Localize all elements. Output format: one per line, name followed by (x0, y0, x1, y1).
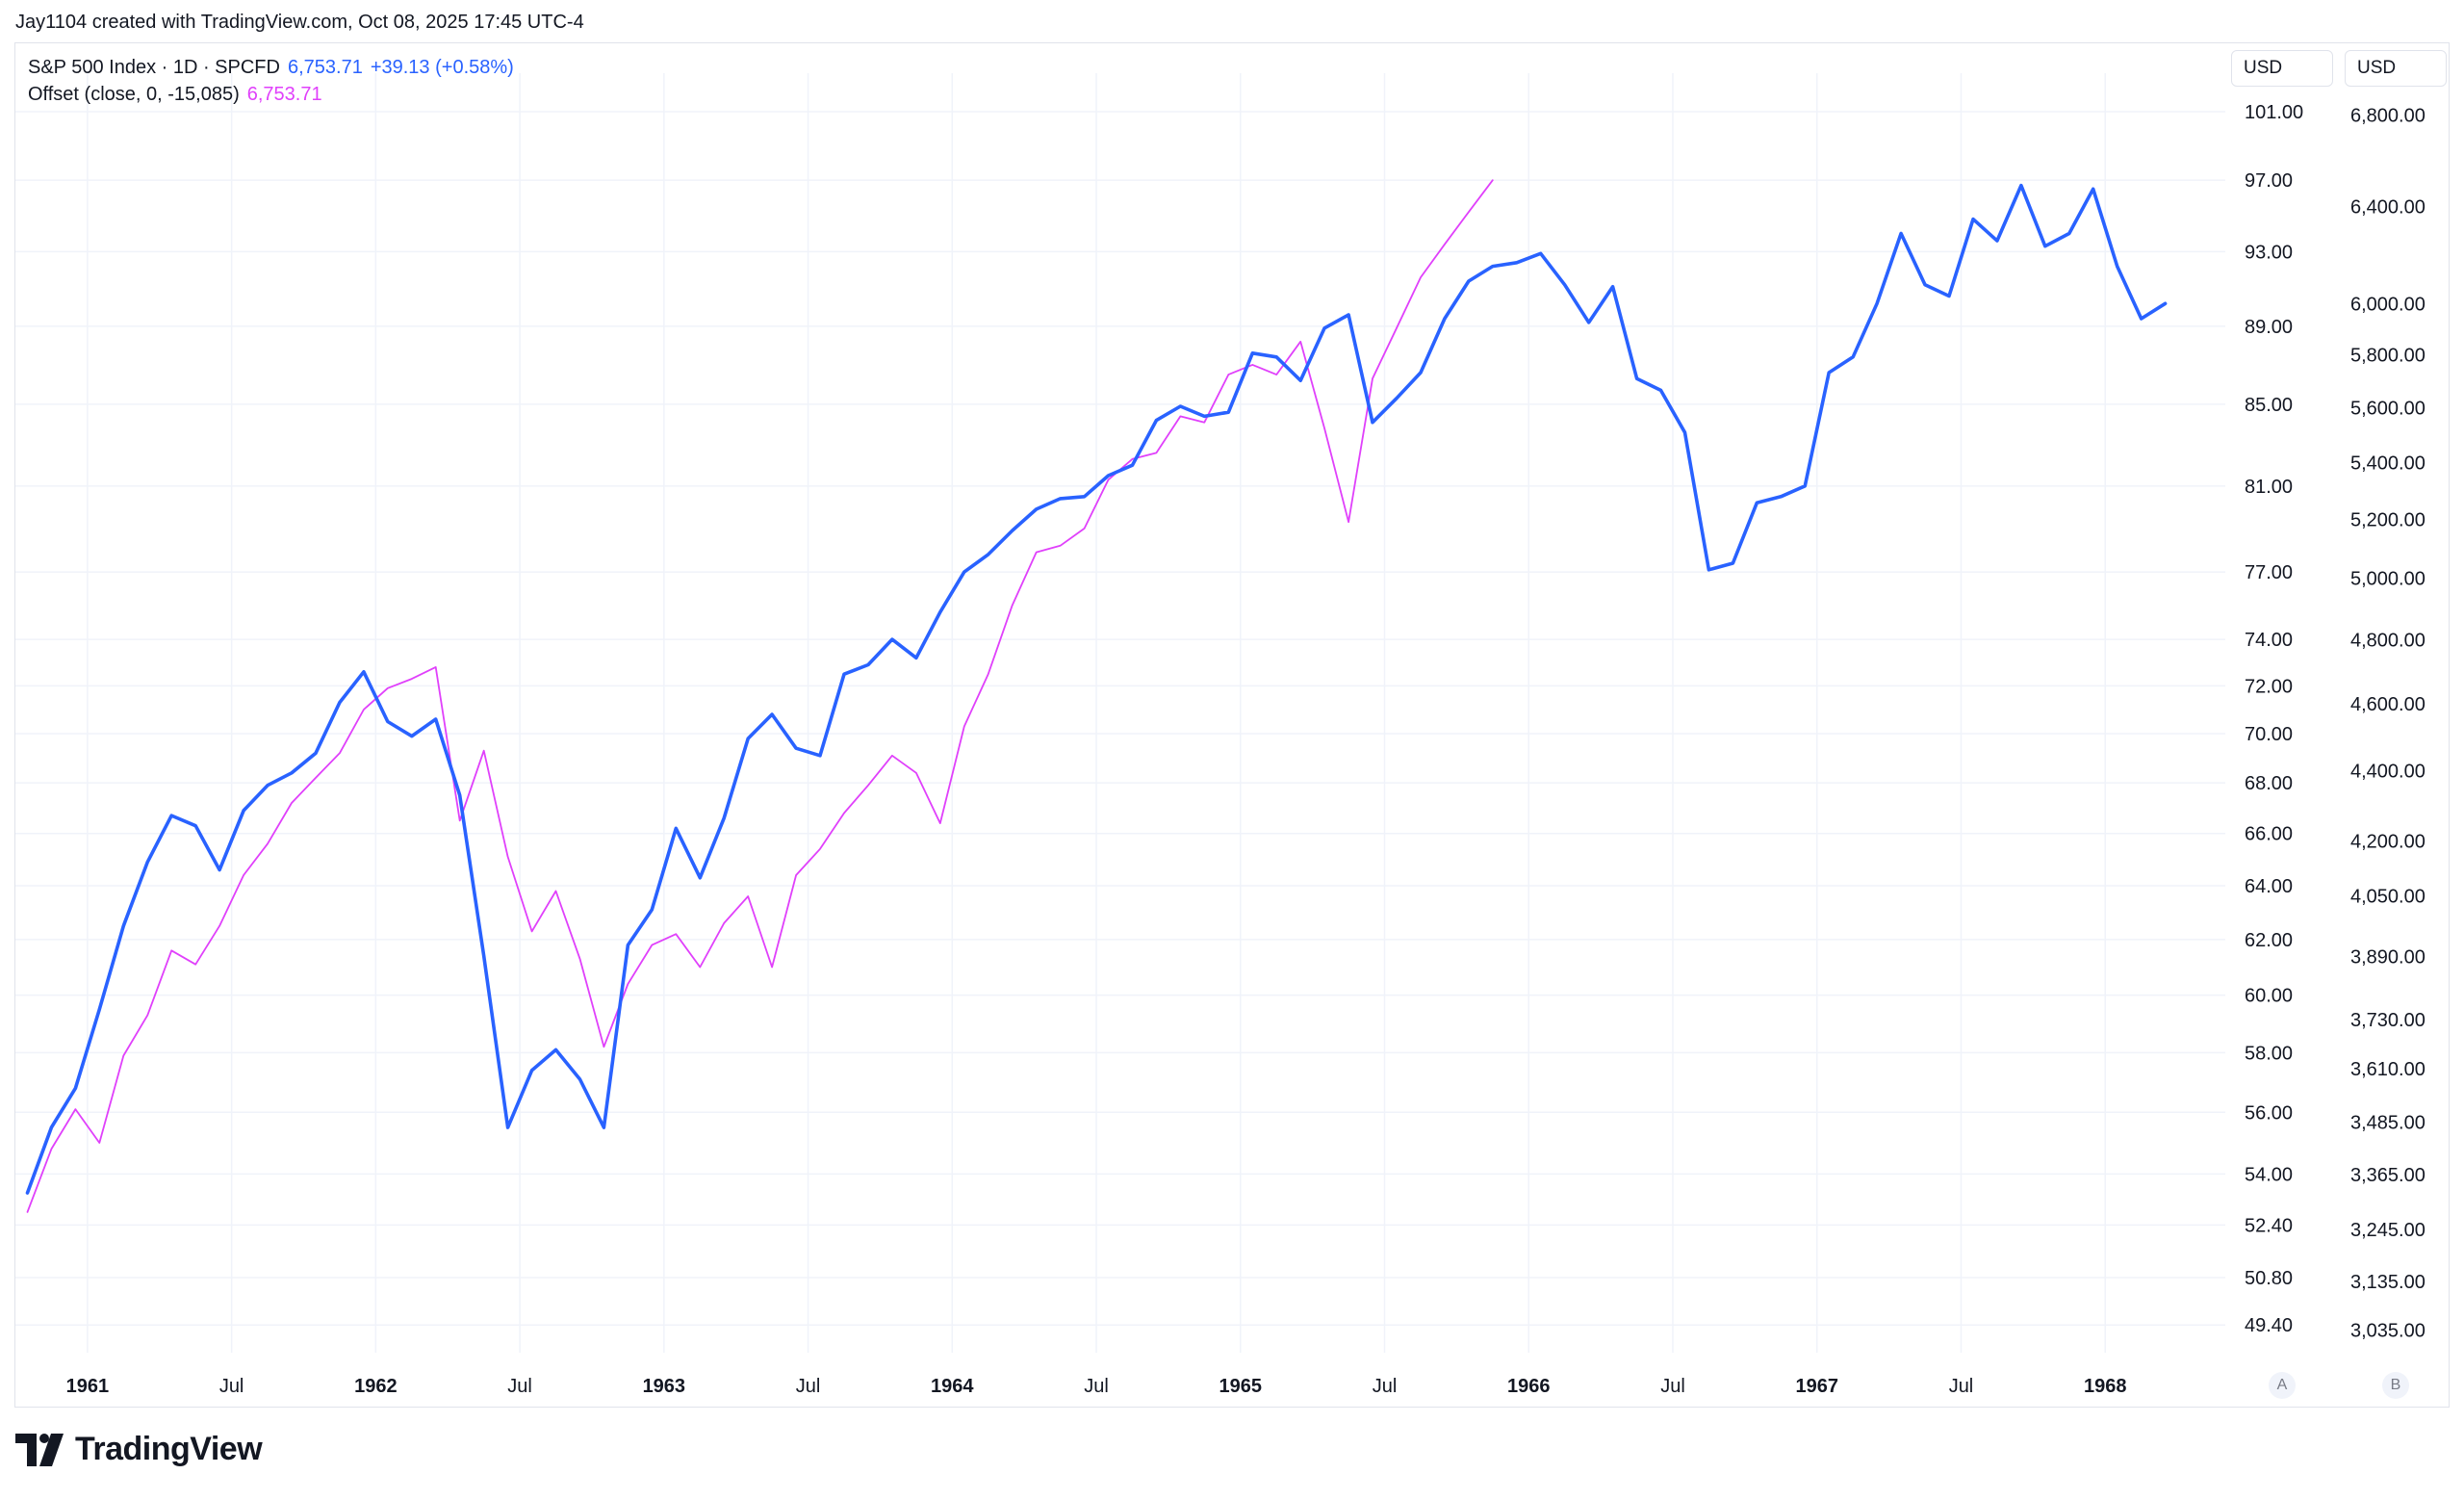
main-series-price: 6,753.71 (287, 57, 363, 78)
right-axis-tick-label: 3,730.00 (2350, 1010, 2426, 1031)
time-axis-tick-label: 1961 (66, 1376, 110, 1397)
chart-frame[interactable] (14, 42, 2450, 1408)
offset-series-line (26, 179, 1494, 1213)
right-axis-tick-label: 4,400.00 (2350, 762, 2426, 783)
right-axis-tick-label: 6,800.00 (2350, 106, 2426, 127)
offset-series-name: Offset (close, 0, -15,085) (28, 84, 240, 105)
left-axis-tick-label: 97.00 (2245, 170, 2293, 192)
left-axis-tick-label: 56.00 (2245, 1102, 2293, 1124)
time-axis-tick-label: 1962 (354, 1376, 398, 1397)
time-axis-tick-label: Jul (1084, 1376, 1109, 1397)
time-axis-tick-label: Jul (1660, 1376, 1685, 1397)
main-series-change: +39.13 (+0.58%) (370, 57, 514, 78)
right-axis-tick-label: 4,600.00 (2350, 694, 2426, 715)
left-axis-tick-label: 70.00 (2245, 724, 2293, 745)
left-axis-tick-label: 89.00 (2245, 317, 2293, 338)
time-axis-tick-label: 1968 (2084, 1376, 2127, 1397)
left-axis-tick-label: 81.00 (2245, 477, 2293, 498)
time-axis-tick-label: 1966 (1507, 1376, 1551, 1397)
time-axis[interactable]: 1961 Jul 1962 Jul 1963 Jul 1964 Jul 1965 Jul 1966 J… (66, 1376, 2127, 1397)
right-axis-tick-label: 6,000.00 (2350, 294, 2426, 315)
left-axis-tick-label: 74.00 (2245, 630, 2293, 651)
time-axis-tick-label: Jul (219, 1376, 244, 1397)
right-axis-tick-label: 3,365.00 (2350, 1165, 2426, 1186)
right-axis-tick-label: 5,800.00 (2350, 345, 2426, 366)
time-axis-tick-label: 1963 (643, 1376, 686, 1397)
right-axis-tick-label: 4,200.00 (2350, 831, 2426, 852)
right-axis-tick-label: 3,245.00 (2350, 1220, 2426, 1241)
left-price-axis[interactable]: 101.00 97.00 93.00 89.00 85.00 81.00 77.00 74.0… (2245, 102, 2303, 1336)
tradingview-wordmark: TradingView (75, 1431, 263, 1467)
right-axis-tick-label: 5,400.00 (2350, 453, 2426, 474)
legend: S&P 500 Index · 1D · SPCFD 6,753.71 +39.13… (28, 54, 514, 108)
left-axis-tick-label: 85.00 (2245, 395, 2293, 416)
created-by-line: Jay1104 created with TradingView.com, Oc… (15, 12, 584, 33)
series-layer (25, 179, 2168, 1213)
grid-lines (15, 73, 2225, 1353)
left-scale-toggle[interactable]: A (2269, 1372, 2296, 1399)
right-axis-tick-label: 4,050.00 (2350, 886, 2426, 907)
left-axis-tick-label: 49.40 (2245, 1315, 2293, 1336)
right-axis-tick-label: 5,600.00 (2350, 398, 2426, 419)
right-scale-toggle[interactable]: B (2382, 1372, 2409, 1399)
tradingview-logo-icon (15, 1433, 69, 1466)
right-currency-button[interactable]: USD (2345, 50, 2447, 87)
right-axis-tick-label: 3,135.00 (2350, 1272, 2426, 1293)
right-axis-tick-label: 5,200.00 (2350, 509, 2426, 530)
time-axis-tick-label: Jul (796, 1376, 821, 1397)
time-axis-tick-label: Jul (1373, 1376, 1398, 1397)
left-axis-tick-label: 68.00 (2245, 773, 2293, 794)
right-price-axis[interactable]: 6,800.00 6,400.00 6,000.00 5,800.00 5,600.00… (2350, 106, 2426, 1342)
right-axis-tick-label: 3,035.00 (2350, 1321, 2426, 1342)
sp500-main-series-line (25, 183, 2168, 1195)
left-axis-tick-label: 50.80 (2245, 1268, 2293, 1289)
left-axis-tick-label: 58.00 (2245, 1043, 2293, 1064)
offset-series-price: 6,753.71 (246, 84, 322, 105)
left-axis-tick-label: 72.00 (2245, 676, 2293, 697)
time-axis-tick-label: 1967 (1795, 1376, 1838, 1397)
main-series-name: S&P 500 Index · 1D · SPCFD (28, 57, 280, 78)
left-axis-tick-label: 93.00 (2245, 242, 2293, 263)
left-axis-tick-label: 62.00 (2245, 930, 2293, 951)
left-currency-button[interactable]: USD (2231, 50, 2333, 87)
left-axis-tick-label: 77.00 (2245, 562, 2293, 583)
time-axis-tick-label: 1964 (931, 1376, 974, 1397)
right-axis-tick-label: 3,610.00 (2350, 1059, 2426, 1080)
time-axis-tick-label: Jul (1949, 1376, 1974, 1397)
right-axis-tick-label: 3,485.00 (2350, 1112, 2426, 1133)
right-axis-tick-label: 3,890.00 (2350, 946, 2426, 968)
left-axis-tick-label: 60.00 (2245, 986, 2293, 1007)
time-axis-tick-label: Jul (507, 1376, 532, 1397)
right-axis-tick-label: 6,400.00 (2350, 196, 2426, 218)
left-axis-tick-label: 66.00 (2245, 824, 2293, 845)
right-axis-tick-label: 5,000.00 (2350, 569, 2426, 590)
legend-offset-row[interactable]: Offset (close, 0, -15,085) 6,753.71 (28, 81, 514, 108)
left-axis-tick-label: 101.00 (2245, 102, 2303, 123)
time-axis-tick-label: 1965 (1219, 1376, 1263, 1397)
left-axis-tick-label: 54.00 (2245, 1164, 2293, 1185)
legend-main-row[interactable]: S&P 500 Index · 1D · SPCFD 6,753.71 +39.13… (28, 54, 514, 81)
left-axis-tick-label: 64.00 (2245, 876, 2293, 897)
right-axis-tick-label: 4,800.00 (2350, 631, 2426, 652)
tradingview-brand[interactable]: TradingView (15, 1431, 263, 1468)
left-axis-tick-label: 52.40 (2245, 1215, 2293, 1236)
